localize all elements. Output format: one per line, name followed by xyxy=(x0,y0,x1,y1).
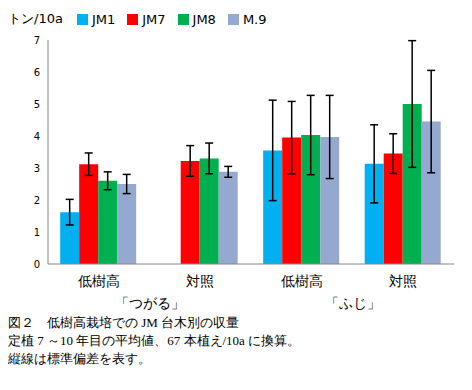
html-text:JM7: JM7 xyxy=(142,11,166,27)
svg-text:「ふじ」: 「ふじ」 xyxy=(325,295,381,311)
svg-text:7: 7 xyxy=(34,35,40,46)
svg-text:4: 4 xyxy=(34,131,40,142)
html-text:縦線は標準偏差を表す。: 縦線は標準偏差を表す。 xyxy=(8,351,151,366)
html-text:図２ 低樹高栽培での JM 台木別の収量: 図２ 低樹高栽培での JM 台木別の収量 xyxy=(8,315,240,330)
svg-text:対照: 対照 xyxy=(389,273,417,289)
svg-text:「つがる」: 「つがる」 xyxy=(115,295,185,311)
svg-text:低樹高: 低樹高 xyxy=(78,273,120,289)
svg-text:6: 6 xyxy=(34,67,40,78)
svg-text:3: 3 xyxy=(34,163,40,174)
html-text:定植 7 ～10 年目の平均値、67 本植え/10a に換算: 定植 7 ～10 年目の平均値、67 本植え/10a に換算。 xyxy=(8,333,301,348)
svg-text:2: 2 xyxy=(34,195,40,206)
svg-text:5: 5 xyxy=(34,99,40,110)
svg-text:対照: 対照 xyxy=(186,273,214,289)
html-text:トン/10a: トン/10a xyxy=(8,11,63,26)
html-text:JM1: JM1 xyxy=(91,11,116,27)
svg-text:0: 0 xyxy=(34,259,40,270)
html-text:JM8: JM8 xyxy=(192,11,216,27)
svg-text:1: 1 xyxy=(34,227,40,238)
html-text:M.9: M.9 xyxy=(242,11,267,27)
svg-text:低樹高: 低樹高 xyxy=(281,273,323,289)
